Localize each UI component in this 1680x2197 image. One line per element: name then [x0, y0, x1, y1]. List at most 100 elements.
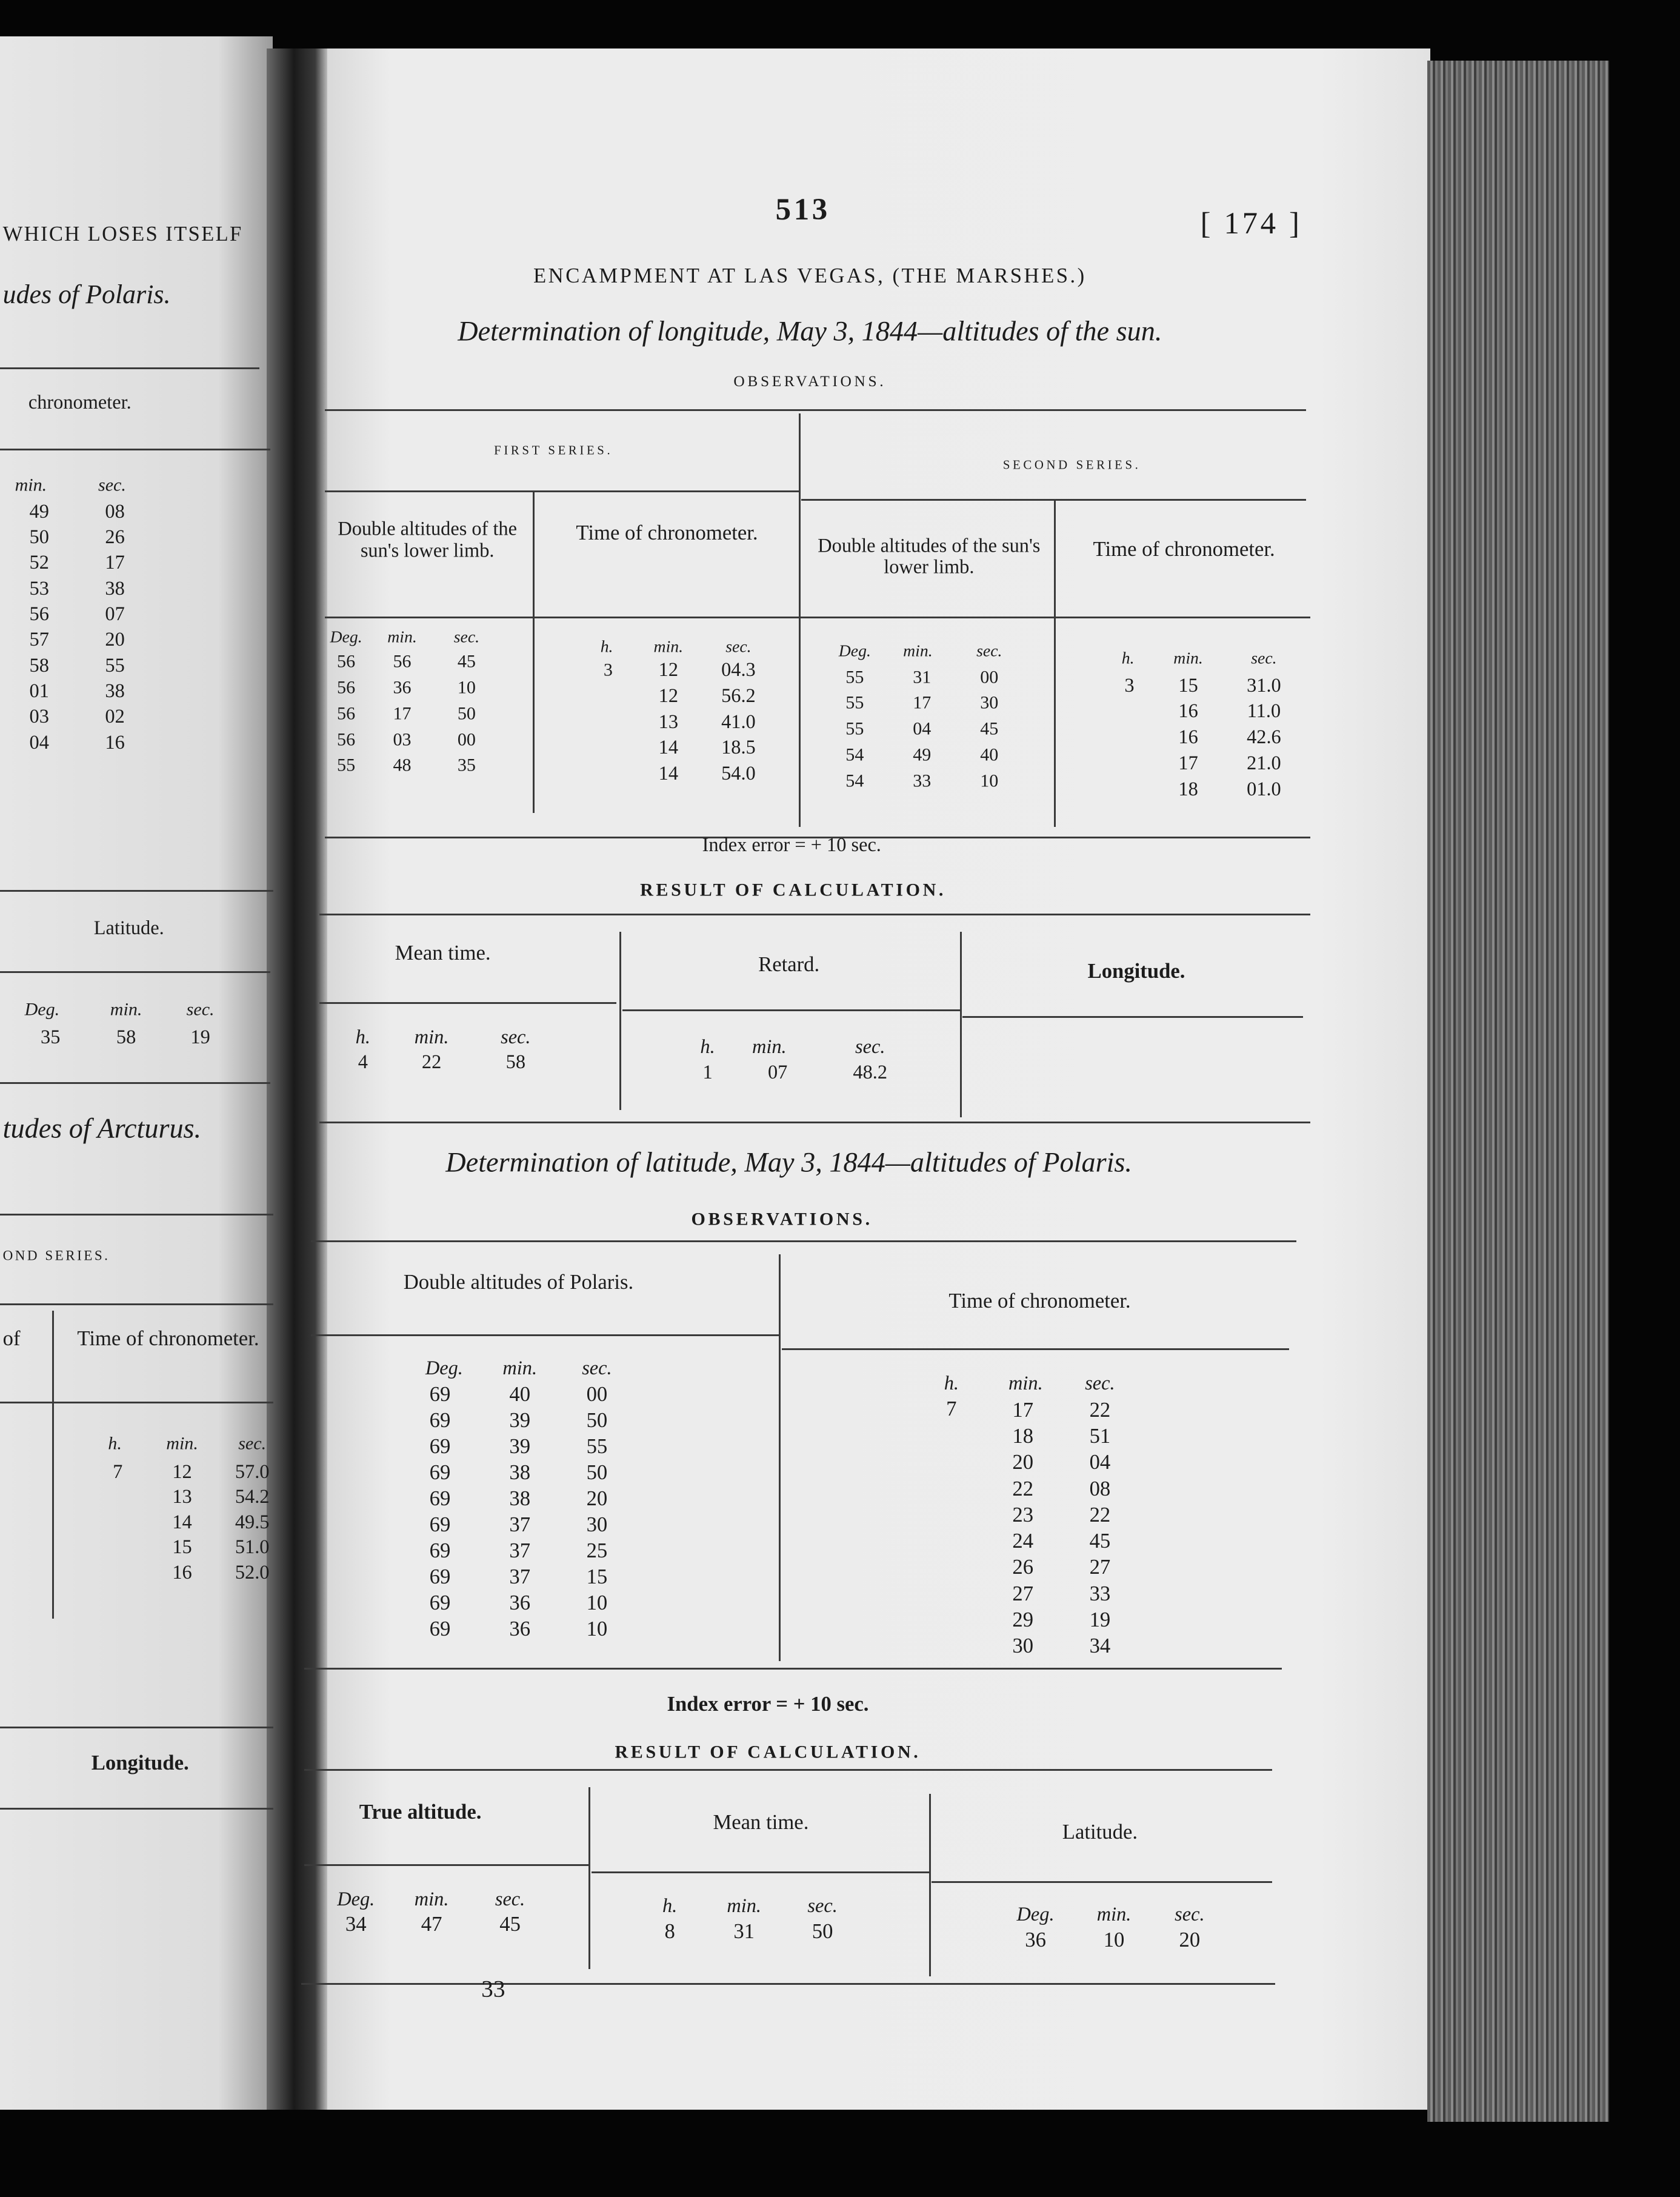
cell: 18 [1012, 1424, 1034, 1448]
cell: 69 [429, 1460, 451, 1485]
cell: 27 [1012, 1581, 1034, 1605]
section-title: Determination of longitude, May 3, 1844—… [458, 316, 1162, 347]
cell: 15 [172, 1536, 192, 1558]
rule [325, 617, 1310, 619]
cell: 69 [429, 1382, 451, 1406]
rule [319, 1121, 1310, 1123]
rule [0, 1082, 271, 1084]
cell: 15 [1178, 674, 1198, 696]
rule [325, 409, 1306, 412]
column-label: Deg. [425, 1356, 463, 1379]
column-label: min. [752, 1035, 787, 1058]
column-label: sec. [1251, 649, 1277, 668]
rule [304, 1768, 1273, 1771]
cell: 36 [393, 677, 412, 698]
column-header: chronometer. [28, 390, 132, 413]
column-label: Deg. [838, 641, 871, 661]
cell: 17 [105, 551, 125, 573]
column-header: Time of chronometer. [576, 520, 758, 544]
cell: 56 [337, 650, 356, 672]
result-label: RESULT OF CALCULATION. [640, 879, 947, 900]
cell: 04.3 [721, 658, 756, 681]
cell: 10 [1103, 1927, 1125, 1951]
rule [0, 1214, 273, 1216]
cell: 37 [509, 1539, 531, 1563]
rule [0, 448, 271, 450]
column-label: sec. [725, 637, 752, 657]
column-label: h. [600, 637, 613, 657]
column-divider [52, 1310, 54, 1619]
cell: 37 [509, 1565, 531, 1589]
cell: 39 [509, 1434, 531, 1459]
cell: 22 [1089, 1397, 1111, 1422]
column-header: Mean time. [713, 1810, 809, 1834]
cell: 48.2 [853, 1060, 888, 1083]
cell: 19 [1089, 1607, 1111, 1631]
cell: 20 [586, 1486, 608, 1511]
rule [622, 1009, 960, 1011]
column-label: sec. [976, 641, 1002, 661]
column-label: min. [1096, 1903, 1132, 1925]
cell: 10 [586, 1591, 608, 1615]
cell: 36 [1025, 1927, 1046, 1951]
cell: 48 [393, 754, 412, 775]
cell: 54 [845, 744, 864, 765]
cell: 17 [393, 703, 412, 724]
cell: 56 [29, 603, 49, 625]
cell: 14 [172, 1511, 192, 1533]
rule [325, 837, 1310, 839]
cell: 00 [586, 1382, 608, 1406]
cell: 39 [509, 1408, 531, 1433]
cell: 17 [1012, 1397, 1034, 1422]
column-label: h. [355, 1026, 370, 1048]
cell: 02 [105, 705, 125, 727]
column-header: Double altitudes of the sun's lower limb… [818, 534, 1041, 578]
column-divider [1053, 499, 1056, 828]
rule [962, 1016, 1304, 1018]
cell: 4 [358, 1051, 368, 1073]
cell: 33 [1089, 1581, 1111, 1605]
cell: 40 [509, 1382, 531, 1406]
cell: 69 [429, 1434, 451, 1459]
rule [0, 890, 273, 892]
cell: 30 [1012, 1633, 1034, 1657]
column-label: sec. [1085, 1372, 1115, 1394]
cell: 69 [429, 1539, 451, 1563]
cell: 17 [1178, 752, 1198, 774]
cell: 34 [1089, 1633, 1111, 1657]
rule [591, 1871, 929, 1873]
column-label: h. [944, 1372, 959, 1394]
cell: 24 [1012, 1528, 1034, 1553]
cell: 50 [29, 526, 49, 548]
cell: 18.5 [721, 736, 756, 758]
column-divider [619, 932, 621, 1111]
rule [0, 1727, 273, 1729]
column-label: min. [502, 1356, 538, 1379]
column-label: sec. [453, 627, 480, 647]
cell: 69 [429, 1617, 451, 1641]
cell: 04 [1089, 1450, 1111, 1474]
cell: 69 [429, 1486, 451, 1511]
cell: 55 [105, 654, 125, 676]
cell: 57 [29, 628, 49, 650]
cell: 20 [1179, 1927, 1201, 1951]
cell: 08 [1089, 1476, 1111, 1500]
rule [301, 1983, 1275, 1985]
cell: 12 [172, 1460, 192, 1482]
column-label: h. [1121, 649, 1135, 668]
cell: 18 [1178, 777, 1198, 800]
cell: 21.0 [1247, 752, 1281, 774]
cell: 26 [1012, 1555, 1034, 1579]
rule [311, 1334, 779, 1337]
column-label: min. [653, 637, 684, 657]
index-error: Index error = + 10 sec. [702, 834, 881, 856]
column-divider [928, 1794, 931, 1976]
cell: 50 [812, 1919, 833, 1943]
column-label: min. [414, 1887, 449, 1910]
cell: 45 [980, 718, 999, 739]
cell: 26 [105, 526, 125, 548]
cell: 03 [29, 705, 49, 727]
cell: 52 [29, 551, 49, 573]
cell: 3 [603, 659, 613, 680]
